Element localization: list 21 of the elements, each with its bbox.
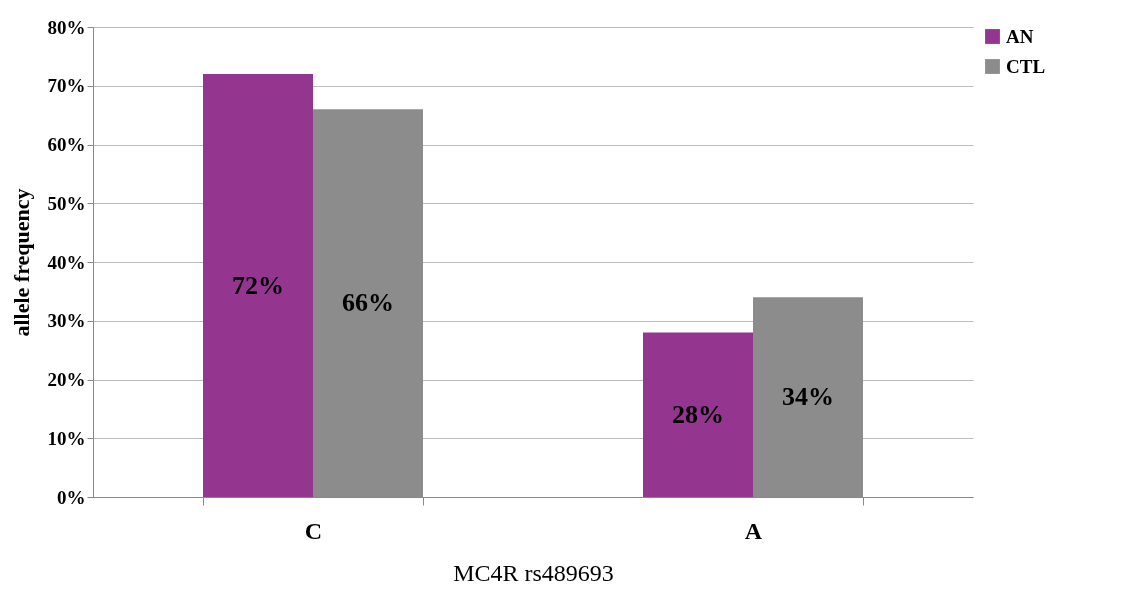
y-tick-label: 60% <box>47 134 86 155</box>
data-label: 34% <box>782 382 834 412</box>
y-tick-label: 40% <box>47 251 86 273</box>
data-label: 28% <box>672 399 724 429</box>
legend-label: CTL <box>1006 55 1046 77</box>
x-tick-label: C <box>304 517 323 544</box>
y-tick-label: 20% <box>47 369 86 390</box>
legend-label: AN <box>1006 25 1034 47</box>
y-tick-label: 80% <box>47 16 86 38</box>
bar <box>643 332 753 497</box>
y-axis-title: allele frequency <box>8 188 34 337</box>
data-label: 66% <box>342 288 394 318</box>
y-tick-label: 0% <box>57 486 86 508</box>
y-tick-label: 30% <box>47 310 86 332</box>
bar <box>203 74 313 497</box>
x-tick-label: A <box>744 517 763 544</box>
x-axis-title: MC4R rs489693 <box>453 559 614 586</box>
y-tick-label: 70% <box>47 75 86 97</box>
y-tick-label: 50% <box>47 192 86 214</box>
y-tick-label: 10% <box>47 427 86 449</box>
data-label: 72% <box>232 270 284 300</box>
